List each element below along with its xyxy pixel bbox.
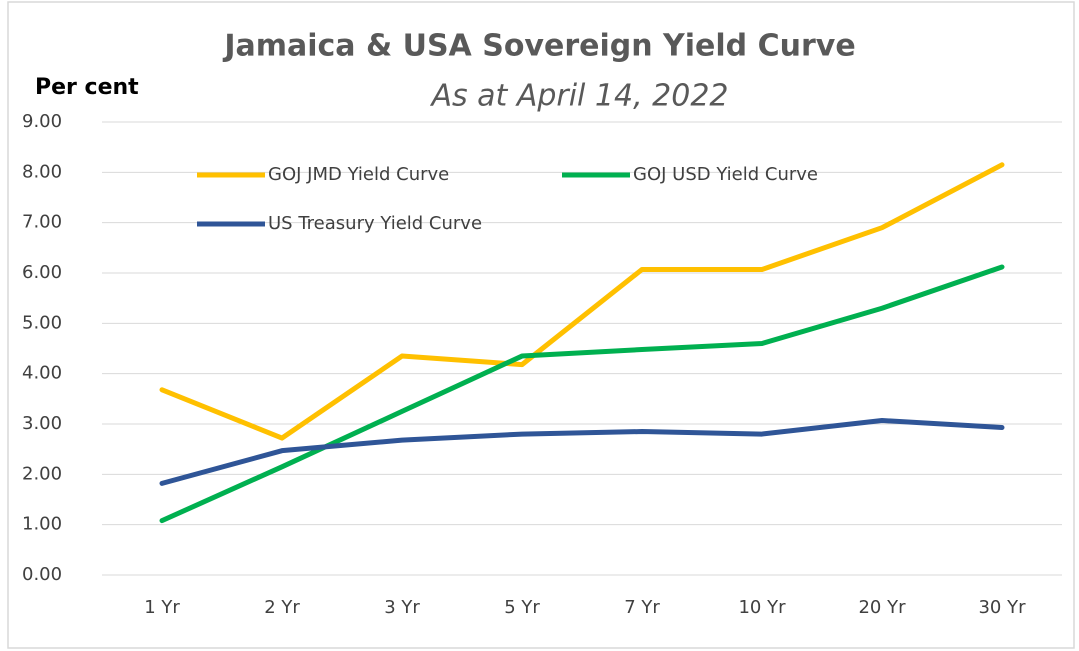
- x-tick-label: 30 Yr: [978, 597, 1026, 618]
- y-tick-label: 7.00: [22, 212, 62, 233]
- y-tick-label: 2.00: [22, 463, 62, 484]
- y-axis-label: Per cent: [35, 75, 139, 100]
- y-tick-label: 8.00: [22, 161, 62, 182]
- x-tick-label: 3 Yr: [384, 597, 420, 618]
- series-line: [159, 417, 1005, 486]
- chart-border: [7, 1, 1075, 649]
- chart-title: Jamaica & USA Sovereign Yield Curve: [222, 29, 855, 64]
- x-tick-label: 20 Yr: [858, 597, 906, 618]
- x-tick-label: 7 Yr: [624, 597, 660, 618]
- legend-label: GOJ USD Yield Curve: [633, 164, 818, 185]
- y-tick-label: 6.00: [22, 262, 62, 283]
- series-line: [159, 162, 1005, 441]
- y-tick-label: 4.00: [22, 363, 62, 384]
- x-tick-label: 1 Yr: [144, 597, 180, 618]
- y-tick-label: 3.00: [22, 413, 62, 434]
- y-tick-label: 9.00: [22, 111, 62, 132]
- chart-subtitle: As at April 14, 2022: [429, 79, 728, 114]
- y-tick-label: 0.00: [22, 564, 62, 585]
- legend-label: GOJ JMD Yield Curve: [268, 164, 449, 185]
- series-line: [159, 264, 1005, 524]
- y-tick-label: 1.00: [22, 514, 62, 535]
- x-tick-label: 10 Yr: [738, 597, 786, 618]
- x-tick-label: 5 Yr: [504, 597, 540, 618]
- legend-label: US Treasury Yield Curve: [268, 213, 482, 234]
- x-tick-label: 2 Yr: [264, 597, 300, 618]
- y-tick-label: 5.00: [22, 312, 62, 333]
